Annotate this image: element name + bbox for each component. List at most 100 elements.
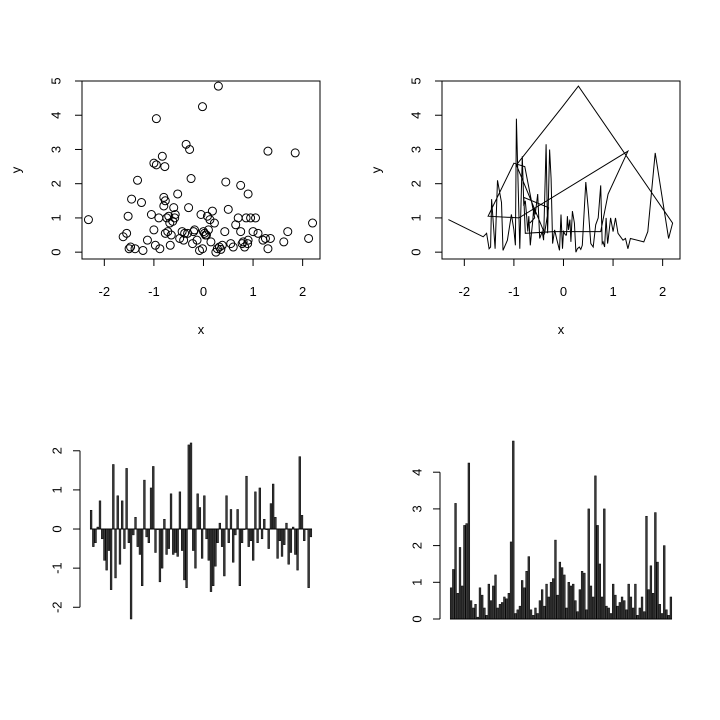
bar — [496, 607, 499, 620]
scatter-point — [130, 244, 140, 254]
bar — [547, 596, 550, 620]
bar — [454, 503, 457, 620]
scatter-point — [243, 235, 253, 245]
bar — [103, 528, 106, 561]
bar — [258, 487, 261, 530]
scatter-point — [223, 204, 233, 214]
bar — [109, 528, 113, 590]
bar — [560, 567, 564, 620]
bar — [220, 528, 224, 547]
scatter-point — [263, 146, 273, 156]
scatter-point — [170, 210, 180, 219]
bar — [485, 615, 488, 620]
bar — [656, 561, 659, 620]
bar — [227, 528, 230, 543]
bar — [565, 607, 568, 620]
bar — [536, 613, 539, 620]
bar — [300, 515, 304, 530]
y-tick-label: 1 — [408, 214, 423, 221]
bar — [449, 587, 453, 620]
scatter-point — [155, 244, 165, 254]
bar — [92, 528, 95, 547]
y-tick-label: -2 — [49, 601, 64, 613]
bar — [225, 495, 228, 530]
bar — [105, 528, 108, 571]
bar — [605, 605, 608, 620]
bar — [600, 596, 604, 620]
bar — [487, 583, 490, 620]
y-tick-label: 2 — [408, 180, 423, 187]
bar — [194, 528, 197, 569]
scatter-point — [179, 235, 189, 245]
bar — [303, 528, 306, 542]
scatter-point — [163, 227, 173, 237]
scatter-point — [166, 230, 176, 240]
bar — [512, 440, 515, 620]
y-axis-label: y — [8, 166, 23, 173]
bar — [647, 589, 650, 620]
scatter-point — [186, 174, 196, 184]
bar — [298, 456, 301, 530]
bar — [458, 547, 462, 620]
bar — [552, 578, 555, 620]
scatter-point — [184, 203, 194, 213]
bar — [503, 596, 506, 620]
bar — [651, 593, 655, 620]
bar — [525, 571, 528, 620]
bar — [492, 585, 495, 620]
bar — [272, 483, 275, 530]
bar — [534, 607, 537, 620]
y-tick-label: 4 — [48, 112, 63, 119]
scatter-point — [236, 180, 246, 190]
bar — [252, 528, 255, 561]
bar — [509, 541, 513, 620]
scatter-point — [170, 213, 180, 223]
bar — [196, 493, 199, 530]
bar — [94, 528, 97, 543]
bar — [461, 585, 464, 620]
x-tick-label: -1 — [148, 284, 160, 299]
bar — [216, 528, 219, 543]
scatter-point — [308, 218, 318, 228]
bar — [629, 596, 633, 620]
bar — [287, 528, 290, 565]
bar — [165, 528, 168, 555]
bar — [594, 475, 597, 620]
scatter-point — [149, 158, 159, 168]
bar — [136, 528, 139, 547]
bar — [632, 607, 635, 620]
bar — [543, 605, 546, 620]
bar — [114, 528, 117, 579]
bar — [192, 528, 195, 551]
bar — [147, 528, 150, 543]
x-tick-label: 2 — [659, 284, 666, 299]
scatter-point — [233, 213, 243, 223]
bar — [112, 464, 115, 530]
scatter-point — [83, 215, 93, 225]
scatter-point — [201, 230, 211, 240]
bar — [127, 528, 130, 543]
bar — [205, 528, 208, 540]
scatter-point — [220, 227, 230, 237]
bar — [578, 589, 582, 620]
bar — [636, 615, 639, 620]
bar — [280, 528, 284, 557]
bar — [101, 528, 104, 540]
bar — [603, 508, 606, 620]
scatter-point — [154, 213, 164, 223]
bar — [625, 609, 628, 620]
bar — [645, 515, 648, 620]
bar — [463, 525, 466, 620]
bar — [614, 594, 617, 620]
bar — [174, 528, 177, 553]
x-tick-label: 2 — [299, 284, 306, 299]
y-tick-label: 2 — [409, 542, 424, 549]
bar — [200, 528, 204, 559]
x-tick-label: -2 — [459, 284, 471, 299]
bar — [218, 522, 222, 530]
y-tick-label: 3 — [48, 146, 63, 153]
y-tick-label: 1 — [48, 214, 63, 221]
bar — [278, 528, 281, 542]
bar — [240, 528, 244, 543]
